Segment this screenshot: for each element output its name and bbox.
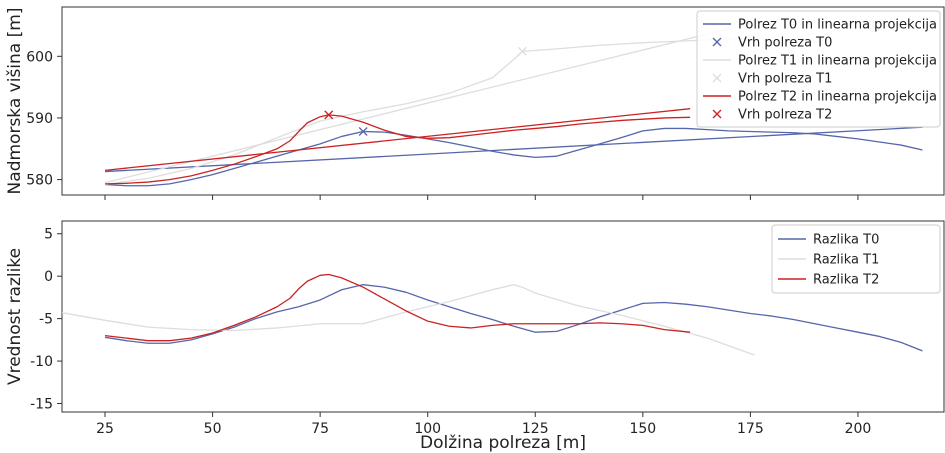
series-line-polrez-t1-in-linearna-projekcija <box>104 37 755 186</box>
legend-item: Polrez T0 in linearna projekcija <box>703 18 937 33</box>
series-line-polrez-t0-in-linearna-projekcija <box>104 127 923 187</box>
peak-marker-vrh-polreza-t2 <box>324 110 334 120</box>
series-line-t0-linearna-projekcija <box>104 126 923 173</box>
legend-item: Razlika T1 <box>778 253 879 268</box>
series-line-razlika-t1 <box>62 284 755 356</box>
plot-frame <box>61 220 945 413</box>
x-tick-label: 75 <box>311 421 329 437</box>
legend-item: Polrez T1 in linearna projekcija <box>703 54 937 69</box>
legend-label: Razlika T1 <box>813 253 879 268</box>
y-tick-label: 600 <box>26 49 53 65</box>
peak-marker-vrh-polreza-t0 <box>358 127 368 136</box>
x-tick-label: 150 <box>629 421 656 437</box>
x-tick-label: 175 <box>737 421 764 437</box>
y-tick-label: -15 <box>30 397 53 413</box>
legend-item: Vrh polreza T1 <box>712 72 832 87</box>
y-tick-label: 5 <box>44 227 53 243</box>
legend: Polrez T0 in linearna projekcija Vrh polr… <box>696 10 941 128</box>
x-tick-label: 100 <box>414 421 441 437</box>
panel-1: 25 50 75 100 125 150 175 20050-5-10-15Vrednost … <box>5 220 945 453</box>
x-tick-label: 125 <box>522 421 549 437</box>
legend-item: Vrh polreza T0 <box>712 36 832 51</box>
x-tick-label: 50 <box>204 421 222 437</box>
y-tick-label: 590 <box>26 111 53 127</box>
y-axis-title: Nadmorska višina [m] <box>5 8 25 195</box>
legend-item: Polrez T2 in linearna projekcija <box>703 90 937 105</box>
legend-label: Razlika T0 <box>813 233 879 248</box>
legend: Razlika T0 Razlika T1 Razlika T2 <box>771 224 941 294</box>
x-axis-title: Dolžina polreza [m] <box>420 433 586 453</box>
x-tick-label: 25 <box>96 421 114 437</box>
legend-label: Vrh polreza T0 <box>738 36 832 51</box>
series-line-razlika-t2 <box>104 273 691 342</box>
plot-frame <box>61 6 945 196</box>
y-tick-label: -5 <box>39 312 53 328</box>
plot-area <box>104 21 923 187</box>
legend-label: Vrh polreza T2 <box>738 108 832 123</box>
legend-item: Vrh polreza T2 <box>712 108 832 123</box>
legend-box <box>771 224 941 294</box>
legend-label: Polrez T0 in linearna projekcija <box>738 18 937 33</box>
series-line-razlika-t0 <box>104 284 923 352</box>
legend-label: Polrez T2 in linearna projekcija <box>738 90 937 105</box>
x-tick-label: 200 <box>845 421 872 437</box>
y-tick-label: 0 <box>44 269 53 285</box>
y-tick-label: -10 <box>30 354 53 370</box>
y-tick-label: 580 <box>26 173 53 189</box>
legend-item: Razlika T0 <box>778 233 879 248</box>
legend-box <box>696 10 941 128</box>
series-line-t2-linearna-projekcija <box>104 108 691 171</box>
series-line-t1-linearna-projekcija <box>104 21 755 184</box>
peak-marker-vrh-polreza-t1 <box>517 46 527 56</box>
series-line-polrez-t2-in-linearna-projekcija <box>105 114 691 185</box>
y-axis-title: Vrednost razlike <box>5 248 25 385</box>
legend-label: Razlika T2 <box>813 273 879 288</box>
legend-item: Razlika T2 <box>778 273 879 288</box>
legend-label: Polrez T1 in linearna projekcija <box>738 54 937 69</box>
legend-label: Vrh polreza T1 <box>738 72 832 87</box>
plot-area <box>62 273 923 356</box>
